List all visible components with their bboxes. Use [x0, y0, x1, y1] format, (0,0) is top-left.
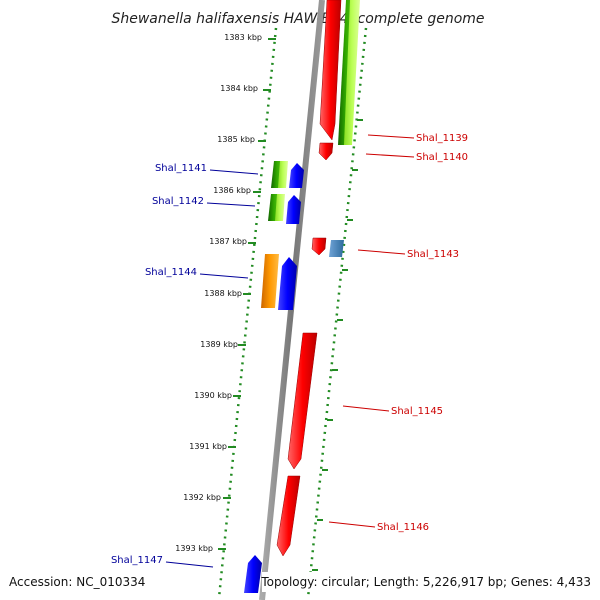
accession-text: Accession: NC_010334	[9, 575, 145, 589]
tick-label: 1385 kbp	[217, 135, 255, 144]
gene-arrow-shal-1139[interactable]	[319, 0, 342, 141]
gene-arrow-shal-1145[interactable]	[287, 332, 318, 470]
gene-arrow-shal-1142-lime[interactable]	[275, 194, 285, 221]
tick-label: 1393 kbp	[175, 544, 213, 553]
left-guide-line	[217, 27, 278, 599]
connector-shal-1145	[342, 405, 390, 412]
tick-label: 1383 kbp	[224, 33, 262, 42]
gene-label-shal-1143[interactable]: Shal_1143	[407, 249, 459, 260]
topology-text: Topology: circular; Length: 5,226,917 bp…	[260, 575, 591, 589]
gene-label-shal-1147[interactable]: Shal_1147	[111, 555, 163, 566]
gene-arrow-shal-1142[interactable]	[286, 195, 301, 224]
tick-label: 1391 kbp	[189, 442, 227, 451]
tick-label: 1390 kbp	[194, 391, 232, 400]
gene-label-shal-1140[interactable]: Shal_1140	[416, 152, 468, 163]
gene-label-shal-1141[interactable]: Shal_1141	[155, 163, 207, 174]
tick-label: 1384 kbp	[220, 84, 258, 93]
connector-shal-1147	[165, 561, 214, 568]
scale-tick-labels: 1383 kbp 1384 kbp 1385 kbp 1386 kbp 1387…	[175, 33, 262, 553]
connector-shal-1141	[209, 169, 259, 175]
tick-label: 1388 kbp	[204, 289, 242, 298]
tick-label: 1389 kbp	[200, 340, 238, 349]
gene-labels: Shal_1139 Shal_1140 Shal_1141 Shal_1142 …	[111, 133, 468, 566]
gene-arrow-lime-upper[interactable]	[344, 0, 360, 145]
gene-arrow-shal-1141-lime[interactable]	[278, 161, 288, 188]
label-connectors	[165, 134, 415, 568]
gene-label-shal-1145[interactable]: Shal_1145	[391, 406, 443, 417]
gene-arrow-shal-1143-red[interactable]	[311, 237, 327, 256]
map-title: Shewanella halifaxensis HAW-EB4, complet…	[111, 11, 484, 27]
footer-right-bg	[262, 572, 596, 592]
connector-shal-1139	[367, 134, 415, 139]
connector-shal-1146	[328, 521, 376, 528]
tick-label: 1386 kbp	[213, 186, 251, 195]
gene-label-shal-1139[interactable]: Shal_1139	[416, 133, 468, 144]
connector-shal-1143	[357, 249, 406, 255]
gene-arrow-shal-1146[interactable]	[276, 475, 301, 557]
gene-arrow-shal-1140[interactable]	[318, 142, 334, 161]
gene-arrow-shal-1147[interactable]	[244, 555, 262, 593]
left-strand-genes	[244, 161, 304, 593]
gene-arrow-shal-1144[interactable]	[278, 257, 297, 310]
gene-arrow-shal-1143[interactable]	[329, 240, 344, 257]
footer-left-bg	[5, 572, 155, 592]
connector-shal-1142	[206, 202, 256, 207]
tick-label: 1387 kbp	[209, 237, 247, 246]
gene-label-shal-1142[interactable]: Shal_1142	[152, 196, 204, 207]
gene-label-shal-1146[interactable]: Shal_1146	[377, 522, 429, 533]
gene-label-shal-1144[interactable]: Shal_1144	[145, 267, 197, 278]
right-guide-line	[306, 27, 368, 599]
scale-tick-marks	[218, 38, 363, 571]
gene-arrow-shal-1141[interactable]	[289, 163, 304, 188]
right-strand-genes	[276, 0, 360, 557]
gene-arrow-shal-1144-orange[interactable]	[261, 254, 279, 308]
connector-shal-1140	[365, 153, 415, 158]
tick-label: 1392 kbp	[183, 493, 221, 502]
connector-shal-1144	[199, 273, 249, 279]
